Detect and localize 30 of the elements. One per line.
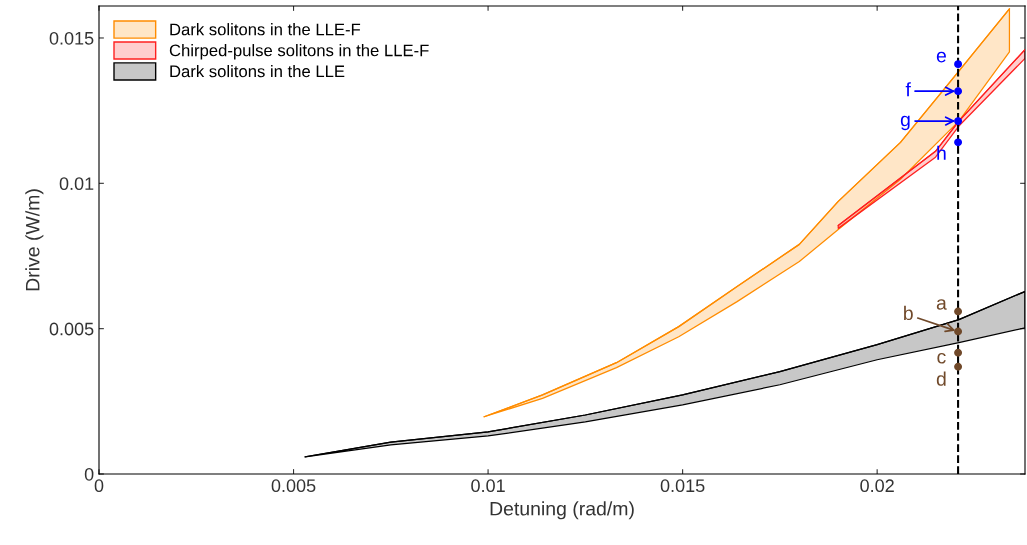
point — [954, 138, 963, 147]
point — [954, 87, 963, 96]
x-axis-title: Detuning (rad/m) — [490, 501, 634, 520]
annotation: e — [936, 51, 946, 63]
annotation: h — [937, 145, 946, 160]
y-tick-label: 0.005 — [49, 322, 94, 336]
annotation: d — [936, 371, 946, 386]
point — [954, 117, 963, 126]
annotation: g — [900, 115, 910, 131]
x-tick-label: 0.015 — [660, 479, 705, 493]
annotation: f — [905, 82, 911, 97]
x-tick-label: 0 — [94, 479, 104, 493]
y-tick-label: 0 — [84, 467, 94, 481]
point — [954, 60, 963, 69]
y-tick-label: 0.015 — [49, 31, 94, 45]
point — [954, 362, 963, 371]
annotation: c — [937, 352, 946, 364]
y-tick-label: 0.01 — [59, 177, 94, 191]
legend-label: Dark solitons in the LLE-F — [170, 23, 361, 36]
legend-label: Chirped-pulse solitons in the LLE-F — [169, 44, 429, 60]
annotation: b — [904, 305, 913, 321]
x-tick-label: 0.02 — [860, 479, 894, 493]
y-axis-title: Drive (W/m) — [25, 189, 44, 291]
point — [954, 348, 963, 357]
x-tick-label: 0.01 — [471, 479, 505, 493]
x-tick-label: 0.005 — [271, 479, 316, 493]
annotation: a — [936, 299, 947, 310]
legend-label: Dark solitons in the LLE — [170, 65, 345, 78]
point — [954, 327, 963, 336]
point — [954, 307, 963, 316]
